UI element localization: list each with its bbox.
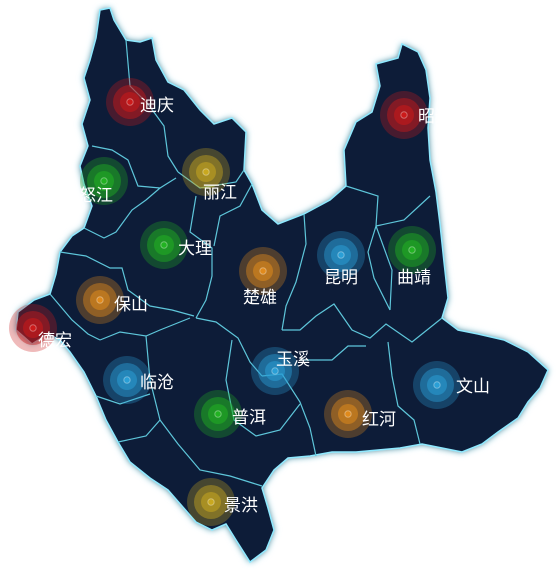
marker-puer[interactable] xyxy=(194,390,242,438)
marker-dehong[interactable] xyxy=(9,304,57,352)
label-lijiang: 丽江 xyxy=(203,183,237,203)
marker-dali[interactable] xyxy=(140,221,188,269)
label-kunming: 昆明 xyxy=(324,268,358,288)
label-chuxiong: 楚雄 xyxy=(243,288,277,308)
marker-qujing[interactable] xyxy=(388,226,436,274)
marker-lincang[interactable] xyxy=(103,356,151,404)
marker-wenshan[interactable] xyxy=(413,361,461,409)
label-yuxi: 玉溪 xyxy=(276,350,310,370)
label-nujiang: 怒江 xyxy=(79,186,113,206)
marker-honghe[interactable] xyxy=(324,390,372,438)
label-dali: 大理 xyxy=(178,239,212,259)
label-dehong: 德宏 xyxy=(38,331,72,351)
marker-lijiang[interactable] xyxy=(182,148,230,196)
marker-xishuangbanna[interactable] xyxy=(187,478,235,526)
label-wenshan: 文山 xyxy=(456,377,490,397)
prefecture-borders xyxy=(49,39,443,487)
label-xishuangbanna: 景洪 xyxy=(224,496,258,516)
label-baoshan: 保山 xyxy=(114,295,148,315)
marker-yuxi[interactable] xyxy=(251,347,299,395)
label-diqing: 迪庆 xyxy=(140,96,174,116)
marker-nujiang[interactable] xyxy=(80,157,128,205)
label-zhaotong: 昭通 xyxy=(418,107,452,127)
marker-kunming[interactable] xyxy=(317,231,365,279)
prefecture-markers xyxy=(9,78,461,526)
marker-zhaotong[interactable] xyxy=(380,91,428,139)
label-lincang: 临沧 xyxy=(140,373,174,393)
marker-baoshan[interactable] xyxy=(76,276,124,324)
label-puer: 普洱 xyxy=(232,408,266,428)
marker-diqing[interactable] xyxy=(106,78,154,126)
label-honghe: 红河 xyxy=(362,410,396,430)
marker-chuxiong[interactable] xyxy=(239,247,287,295)
label-qujing: 曲靖 xyxy=(397,268,431,288)
